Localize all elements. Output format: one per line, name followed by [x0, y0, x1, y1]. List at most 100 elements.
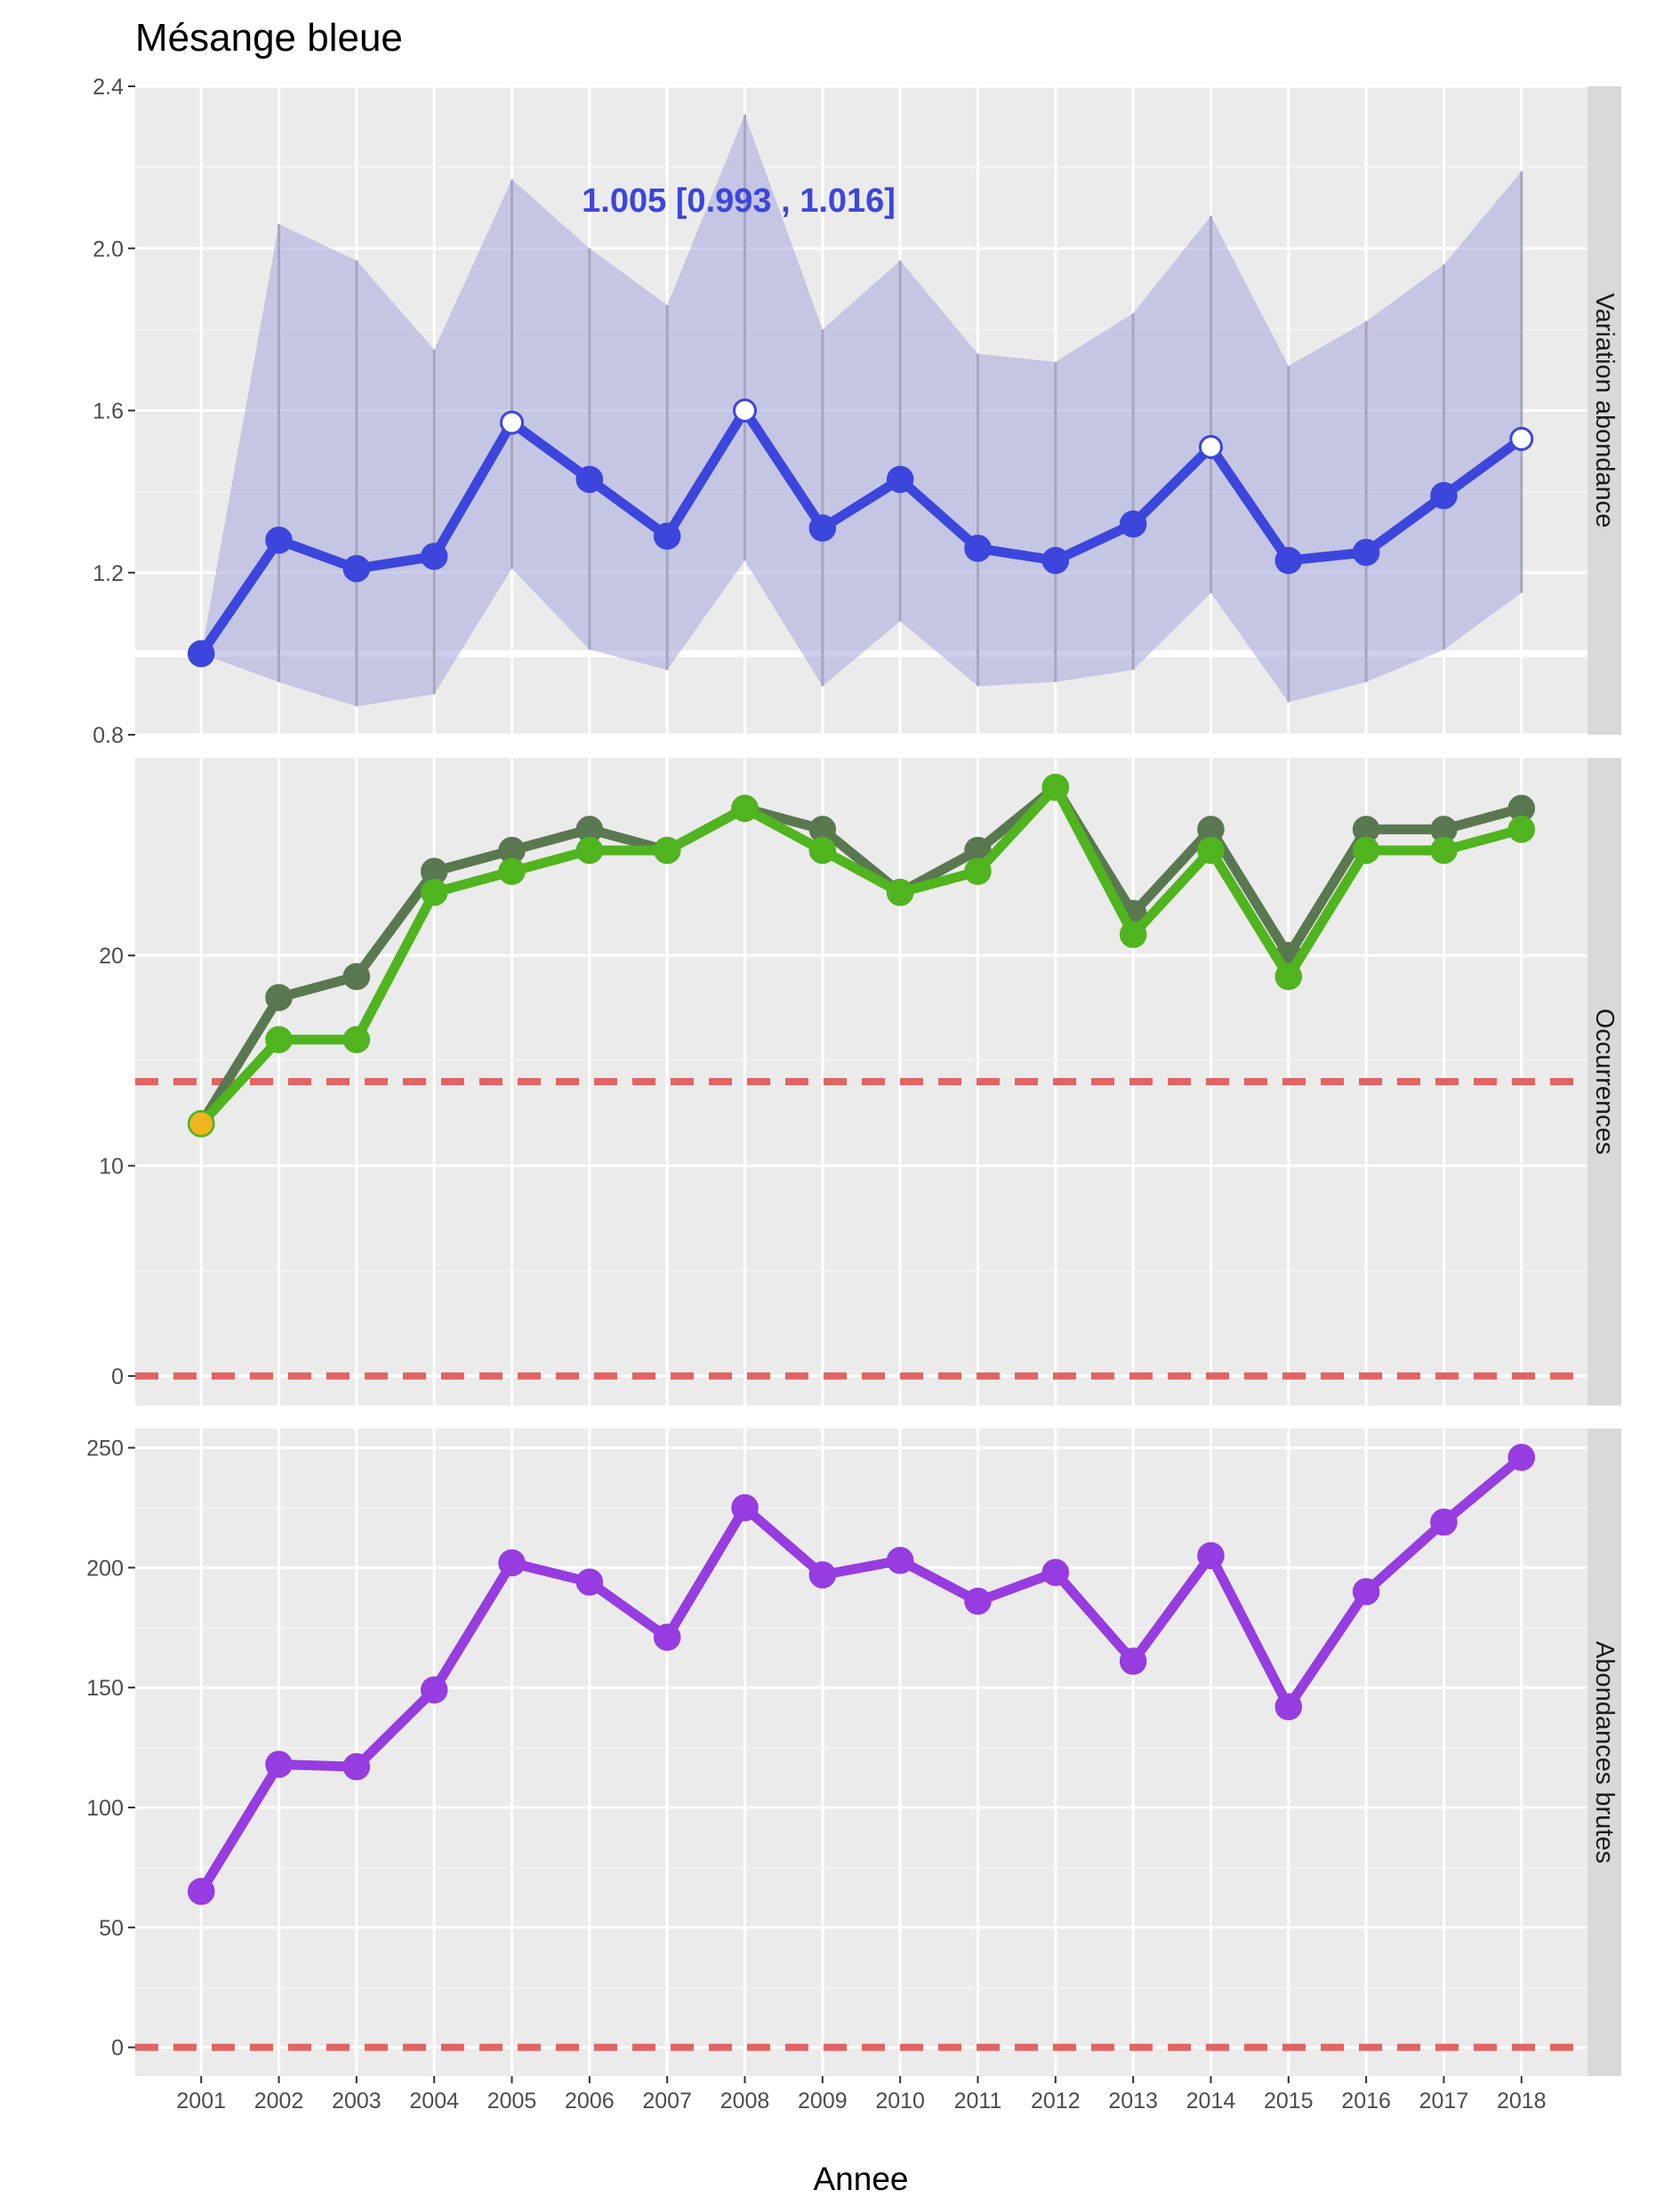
series-2 — [187, 773, 1536, 1138]
y-tick-label: 0.8 — [92, 723, 124, 748]
data-point — [1430, 836, 1458, 865]
data-point — [808, 514, 837, 542]
series-1 — [187, 114, 1534, 707]
panel-1: 0.8 1.2 1.6 2.0 2.4 Variation abondance 1.005 … — [92, 75, 1621, 748]
data-point — [500, 410, 525, 435]
data-point — [187, 640, 215, 668]
y-tick-label: 0 — [111, 2036, 124, 2061]
x-tick-label: 2003 — [332, 2089, 382, 2113]
y-tick-label: 1.2 — [92, 561, 124, 586]
data-point — [420, 1676, 448, 1704]
data-point — [886, 465, 914, 494]
x-tick-label: 2010 — [875, 2089, 925, 2113]
strip-background — [1588, 758, 1621, 1405]
data-point — [964, 857, 992, 885]
data-point — [1041, 546, 1070, 575]
data-point — [420, 879, 448, 906]
data-point — [1198, 435, 1223, 460]
data-point — [265, 527, 293, 554]
confidence-ribbon — [201, 114, 1522, 707]
data-point — [420, 543, 448, 570]
strip-label: Variation abondance — [1590, 294, 1619, 528]
strip-label: Occurrences — [1590, 1009, 1619, 1155]
data-point — [1352, 836, 1380, 865]
data-point — [733, 399, 758, 423]
data-point — [342, 962, 371, 991]
data-point — [498, 857, 526, 885]
x-tick-label: 2004 — [409, 2089, 459, 2113]
y-tick-label: 100 — [86, 1796, 124, 1821]
x-tick-label: 2005 — [487, 2089, 537, 2113]
data-point — [187, 1878, 215, 1905]
data-point — [342, 1752, 371, 1781]
x-axis: 2001 2002 2003 2004 2005 2006 2007 2008 2009 2010… — [176, 2076, 1547, 2113]
y-tick-label: 200 — [86, 1556, 124, 1581]
data-point — [1352, 538, 1380, 567]
data-point — [575, 465, 604, 494]
x-tick-label: 2007 — [642, 2089, 692, 2113]
x-tick-label: 2011 — [954, 2089, 1002, 2113]
panel-background — [135, 1429, 1588, 2076]
y-tick-label: 150 — [86, 1676, 124, 1701]
trend-annotation: 1.005 [0.993 , 1.016] — [582, 182, 896, 220]
panel-2: 0 10 20 Occurrences — [99, 758, 1621, 1405]
chart-title: Mésange bleue — [135, 16, 403, 60]
data-point — [265, 1026, 293, 1053]
x-tick-label: 2017 — [1419, 2089, 1469, 2113]
data-point — [1430, 1508, 1458, 1536]
data-point — [1197, 1542, 1225, 1570]
data-point — [653, 522, 681, 550]
x-tick-label: 2016 — [1341, 2089, 1391, 2113]
data-point — [1507, 1444, 1536, 1471]
data-point — [265, 1751, 293, 1778]
data-point — [964, 1587, 992, 1615]
data-point — [808, 1561, 837, 1589]
y-tick-label: 10 — [99, 1155, 124, 1179]
data-point — [1119, 921, 1147, 948]
x-tick-label: 2015 — [1264, 2089, 1314, 2113]
data-point — [575, 836, 604, 865]
x-tick-label: 2013 — [1108, 2089, 1158, 2113]
data-point — [1041, 773, 1070, 801]
data-point — [1352, 1578, 1380, 1606]
y-tick-label: 50 — [99, 1916, 124, 1941]
data-point — [265, 984, 293, 1011]
data-point — [1274, 962, 1303, 991]
strip-background — [1588, 86, 1621, 735]
x-tick-label: 2012 — [1031, 2089, 1081, 2113]
x-tick-label: 2009 — [798, 2089, 848, 2113]
y-tick-label: 2.4 — [92, 75, 124, 100]
data-point — [886, 879, 914, 906]
data-point — [1119, 510, 1147, 538]
data-point — [342, 1026, 371, 1053]
data-point — [731, 794, 759, 822]
data-point — [886, 1547, 914, 1574]
data-point — [1507, 816, 1536, 843]
data-point — [653, 1623, 681, 1651]
strip-background — [1588, 1429, 1621, 2076]
y-tick-label: 2.0 — [92, 237, 124, 262]
data-point — [1197, 836, 1225, 865]
data-point — [342, 554, 371, 583]
x-axis-title: Annee — [814, 2161, 909, 2197]
data-point — [498, 1549, 526, 1577]
data-point — [1509, 426, 1534, 451]
chart-panels: 0.8 1.2 1.6 2.0 2.4 Variation abondance 1.005 … — [86, 75, 1621, 2076]
panel-3: 0 50 100 150 200 250 Abondances brutes — [86, 1429, 1621, 2076]
data-point — [653, 836, 681, 865]
data-point — [964, 535, 992, 562]
data-point — [1041, 1558, 1070, 1587]
series-line — [196, 782, 1527, 1129]
data-point — [731, 1493, 759, 1522]
data-point — [575, 1568, 604, 1596]
data-point — [1274, 1693, 1303, 1721]
data-point — [187, 1110, 215, 1138]
x-tick-label: 2018 — [1497, 2089, 1547, 2113]
y-tick-label: 20 — [99, 944, 124, 969]
y-tick-label: 1.6 — [92, 399, 124, 424]
series-1 — [187, 1444, 1536, 1905]
data-point — [808, 836, 837, 865]
x-tick-label: 2014 — [1186, 2089, 1236, 2113]
series-line — [196, 1452, 1527, 1896]
